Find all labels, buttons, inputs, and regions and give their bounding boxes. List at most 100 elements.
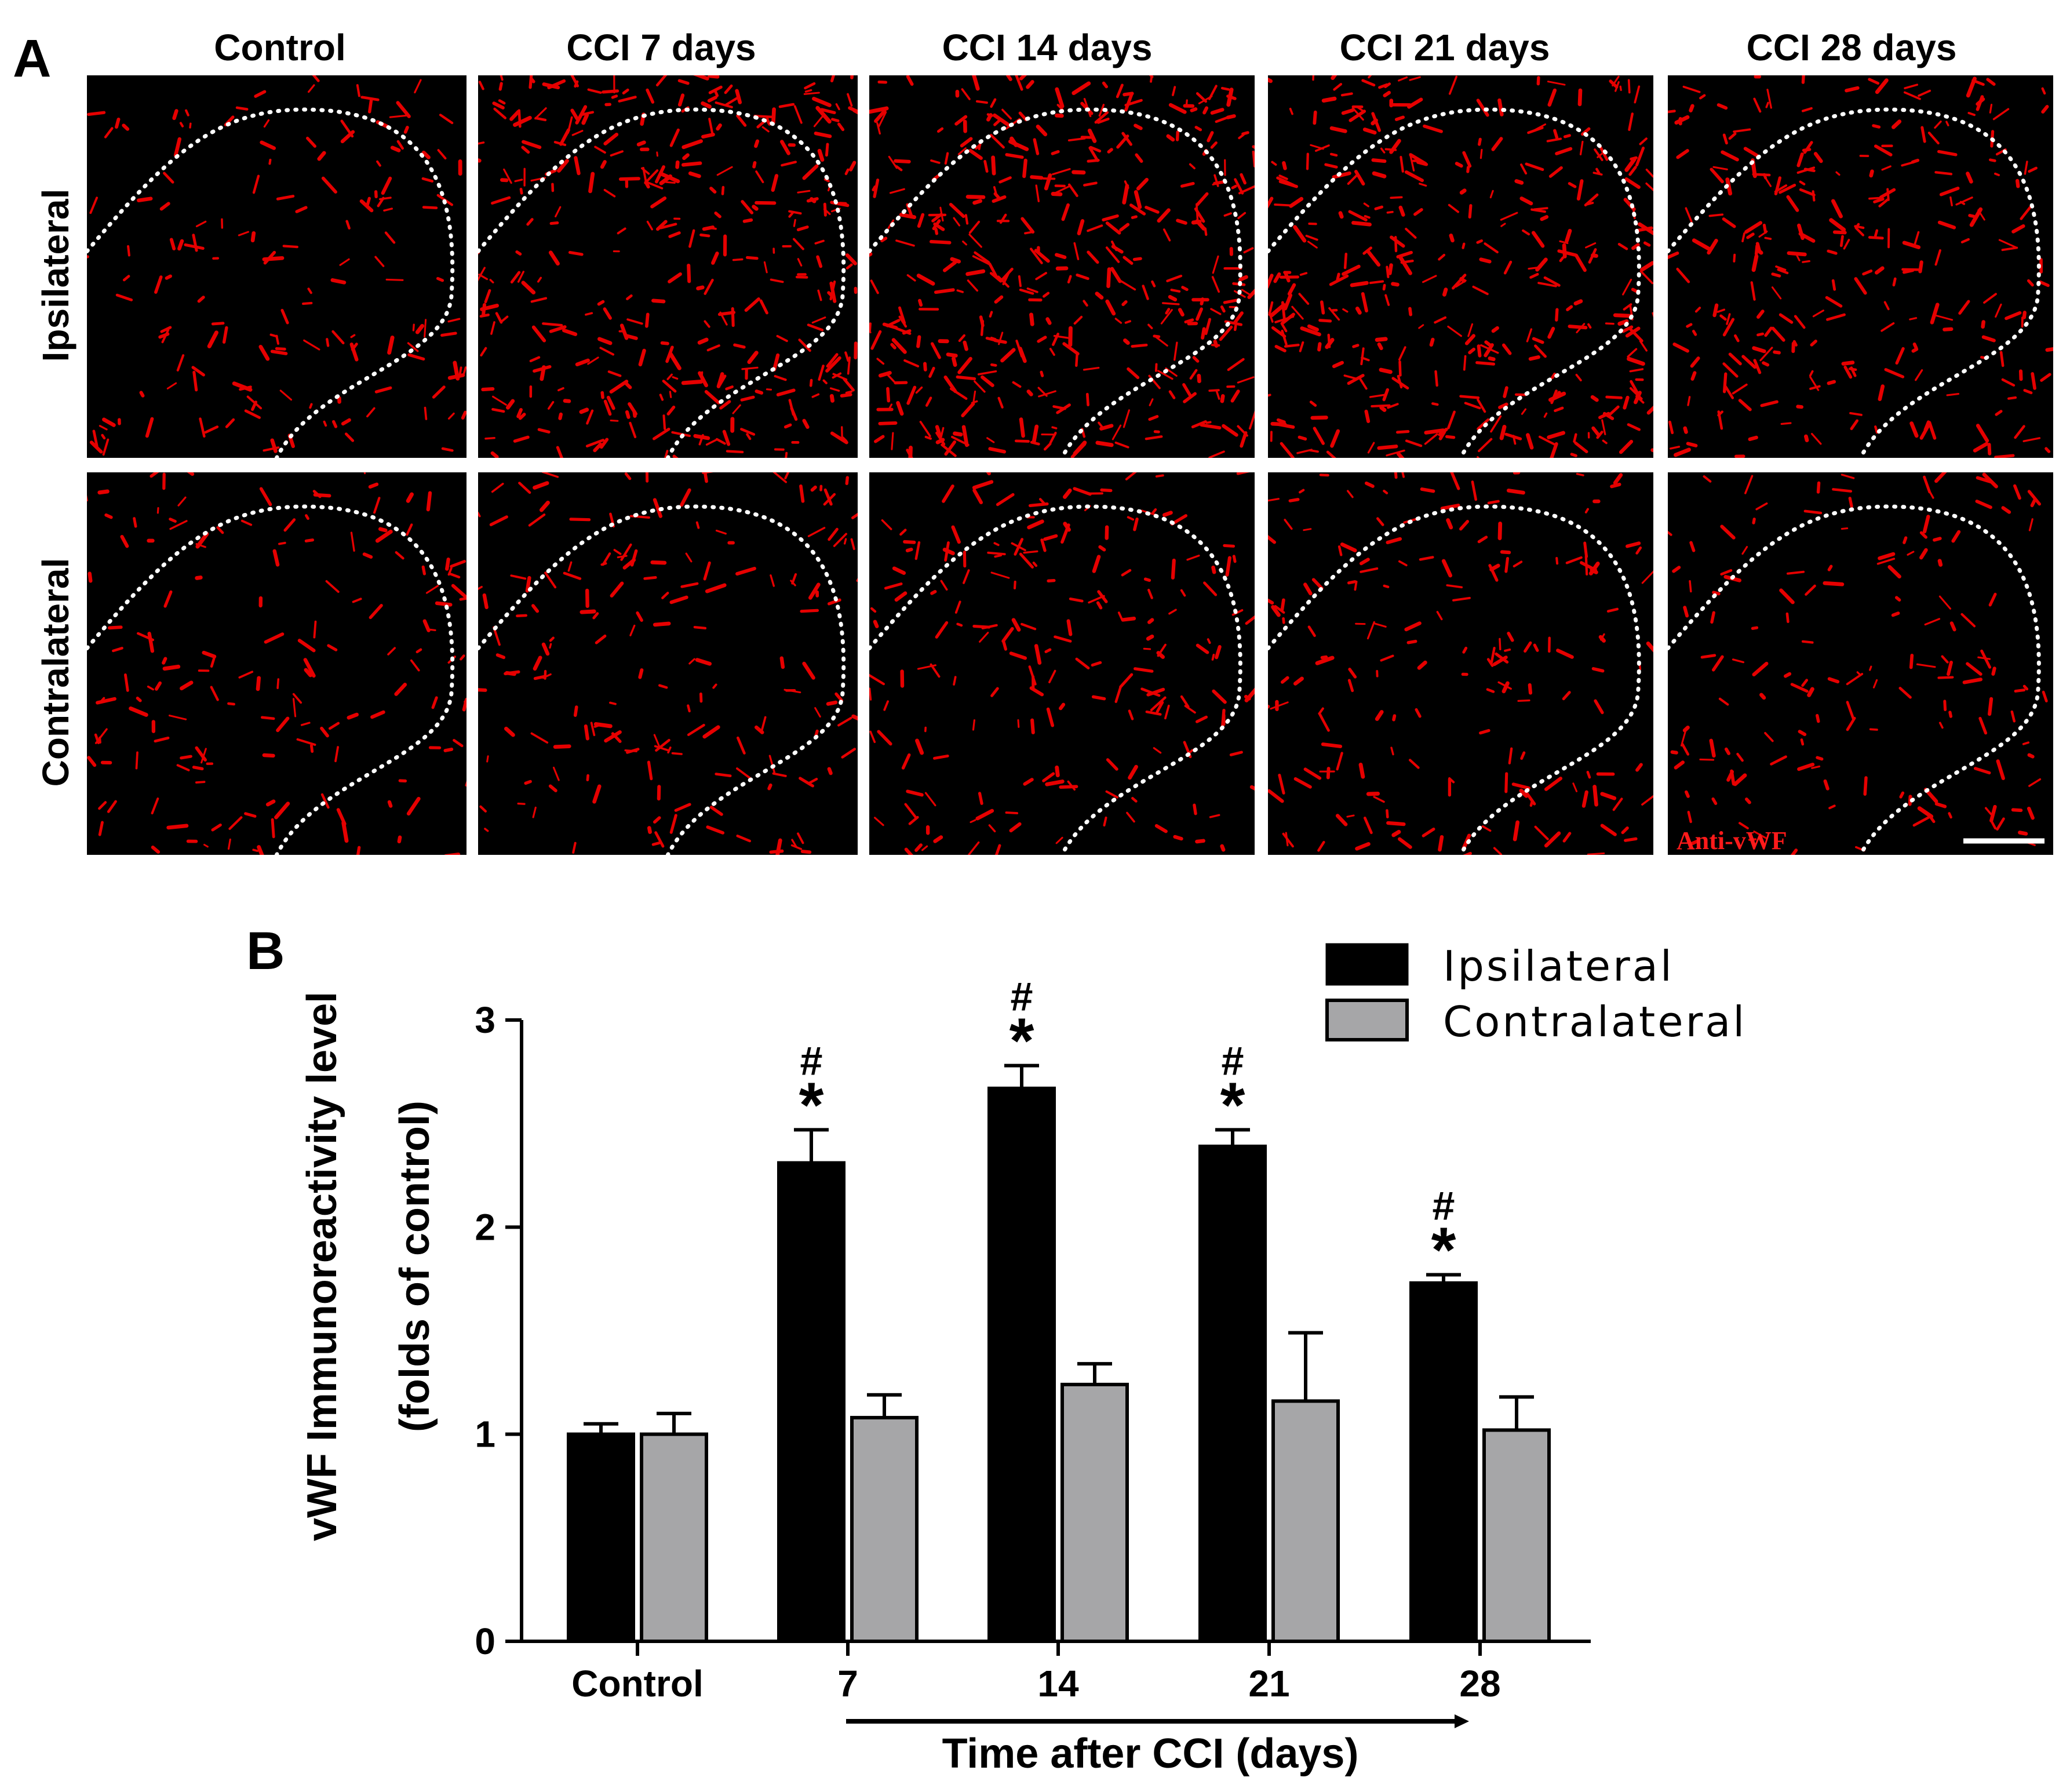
vessel-mark <box>1151 508 1157 514</box>
bar-ipsilateral-21 <box>1198 1144 1267 1644</box>
vessel-mark <box>1127 516 1135 521</box>
column-label-cci-28: CCI 28 days <box>1747 27 1957 68</box>
vessel-mark <box>304 668 313 678</box>
vessel-mark <box>1717 103 1728 110</box>
vessel-mark <box>1557 249 1577 257</box>
vessel-mark <box>812 96 832 107</box>
vessel-mark <box>993 113 1010 126</box>
vessel-mark <box>356 84 360 97</box>
vessel-mark <box>906 75 914 86</box>
vessel-mark <box>2045 347 2053 352</box>
vessel-mark <box>1809 376 1820 391</box>
vessel-mark <box>1073 487 1092 496</box>
vessel-mark <box>478 250 480 254</box>
vessel-mark <box>87 111 106 116</box>
vessel-mark <box>1450 472 1460 490</box>
vessel-mark <box>1136 177 1149 191</box>
vessel-mark <box>1303 528 1312 531</box>
vessel-mark <box>1960 238 1970 243</box>
vessel-mark <box>1801 107 1813 112</box>
vessel-mark <box>1436 611 1443 621</box>
vessel-mark <box>1299 489 1305 494</box>
vessel-mark <box>1668 251 1679 260</box>
vessel-mark <box>1872 679 1878 689</box>
vessel-mark <box>1386 449 1405 457</box>
vessel-mark <box>1374 205 1384 210</box>
vessel-mark <box>1947 660 1953 676</box>
vessel-mark <box>924 435 932 440</box>
vessel-mark <box>1895 347 1905 365</box>
vessel-mark <box>1347 679 1354 693</box>
vessel-mark <box>804 89 812 93</box>
vessel-mark <box>1401 472 1405 478</box>
vessel-mark <box>788 210 802 215</box>
vessel-mark <box>1797 762 1815 771</box>
vessel-mark <box>993 542 1000 547</box>
vessel-mark <box>869 106 889 114</box>
vessel-mark <box>421 177 434 183</box>
vessel-mark <box>1423 124 1443 133</box>
vessel-mark <box>1478 137 1482 146</box>
vessel-mark <box>421 565 427 576</box>
vessel-mark <box>1176 218 1187 225</box>
vessel-mark <box>256 676 261 691</box>
vessel-mark <box>323 420 327 427</box>
vessel-mark <box>1154 363 1158 372</box>
vessel-mark <box>1278 174 1288 180</box>
vessel-mark <box>981 375 994 387</box>
vessel-mark <box>931 213 943 223</box>
vessel-mark <box>1946 393 1960 396</box>
vessel-mark <box>189 122 192 129</box>
vessel-mark <box>641 167 650 175</box>
vessel-mark <box>280 308 289 325</box>
vessel-mark <box>1299 272 1308 276</box>
vessel-mark <box>1848 497 1853 508</box>
vessel-mark <box>1692 238 1712 252</box>
vessel-mark <box>784 472 790 480</box>
vessel-mark <box>1786 570 1805 575</box>
vessel-mark <box>1533 207 1548 211</box>
vessel-mark <box>1145 206 1160 214</box>
vessel-mark <box>1504 556 1510 573</box>
vessel-mark <box>1030 718 1035 734</box>
vessel-mark <box>1670 750 1678 755</box>
vessel-mark <box>1268 394 1271 397</box>
vessel-mark <box>895 165 903 172</box>
vessel-mark <box>1901 268 1920 271</box>
vessel-mark <box>709 806 723 816</box>
vessel-mark <box>1771 272 1781 278</box>
vessel-mark <box>1627 423 1641 431</box>
vessel-mark <box>269 333 278 338</box>
vessel-mark <box>197 296 205 303</box>
vessel-mark <box>1988 697 1994 716</box>
vessel-mark <box>1063 488 1072 499</box>
vessel-mark <box>817 289 822 301</box>
micrograph-background <box>1668 75 2053 458</box>
vessel-mark <box>961 88 971 100</box>
vessel-mark <box>510 574 527 580</box>
vessel-mark <box>1161 302 1180 305</box>
vessel-mark <box>1884 368 1905 378</box>
vessel-mark <box>772 772 787 777</box>
vessel-mark <box>1333 83 1343 91</box>
vessel-mark <box>1355 842 1371 851</box>
vessel-mark <box>1380 654 1394 662</box>
vessel-mark <box>1067 183 1078 198</box>
vessel-mark <box>869 252 873 257</box>
bar-ipsilateral-control <box>567 1432 635 1644</box>
vessel-mark <box>999 213 1007 224</box>
vessel-mark <box>374 386 392 394</box>
vessel-mark <box>297 639 316 653</box>
vessel-mark <box>972 625 991 629</box>
vessel-mark <box>1919 531 1927 539</box>
vessel-mark <box>307 84 315 93</box>
vessel-mark <box>516 408 523 418</box>
vessel-mark <box>1743 147 1759 158</box>
vessel-mark <box>1512 435 1517 445</box>
vessel-mark <box>486 755 489 763</box>
vessel-mark <box>1448 75 1457 95</box>
vessel-mark <box>504 670 520 676</box>
vessel-mark <box>161 329 170 344</box>
vessel-mark <box>1240 173 1247 185</box>
vessel-mark <box>1912 343 1918 350</box>
